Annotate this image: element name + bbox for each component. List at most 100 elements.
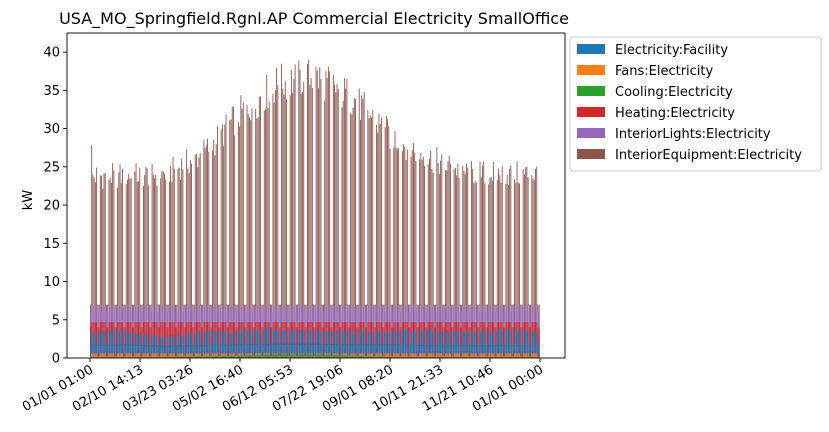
plot-area [67,33,565,358]
area-segment [96,353,97,358]
area-segment [536,353,537,358]
area-segment [253,346,254,358]
area-segment [451,346,452,358]
area-segment [210,346,211,358]
legend-swatch [577,65,605,75]
area-segment [175,346,176,358]
area-segment [312,354,313,358]
area-segment [307,354,308,358]
area-segment [90,346,91,358]
area-segment [314,346,315,358]
area-segment [131,353,132,358]
area-segment [507,353,508,358]
area-segment [266,327,267,358]
area-segment [448,353,449,358]
area-segment [429,353,430,358]
area-segment [291,354,292,358]
area-segment [139,353,140,358]
area-segment [147,353,148,358]
area-segment [313,346,314,358]
area-segment [126,353,127,358]
area-segment [433,353,434,358]
legend-swatch [577,128,605,138]
area-segment [395,353,396,358]
area-segment [116,346,117,358]
area-segment [475,353,476,358]
area-segment [118,353,119,358]
area-segment [148,353,149,358]
area-segment [91,353,92,358]
area-segment [430,353,431,358]
area-segment [466,353,467,358]
area-segment [489,353,490,358]
area-segment [460,346,461,358]
area-segment [321,354,322,358]
area-segment [259,355,260,358]
area-segment [438,353,439,358]
area-segment [100,353,101,358]
area-segment [237,346,238,358]
area-segment [298,354,299,358]
area-segment [328,355,329,358]
area-segment [509,353,510,358]
area-segment [445,353,446,358]
area-segment [134,353,135,358]
area-segment [155,353,156,358]
area-segment [530,346,531,358]
area-segment [401,346,402,358]
area-segment [485,353,486,358]
area-segment [339,346,340,358]
area-segment [424,353,425,358]
area-segment [141,346,142,358]
area-segment [383,346,384,358]
area-segment [392,346,393,358]
area-segment [269,355,270,358]
area-segment [274,354,275,358]
area-segment [523,353,524,358]
legend-label: Electricity:Facility [615,43,728,58]
area-segment [282,354,283,358]
area-segment [483,353,484,358]
area-segment [435,346,436,358]
area-segment [138,353,139,358]
area-segment [375,346,376,358]
area-segment [408,346,409,358]
area-segment [245,346,246,358]
area-segment [296,346,297,358]
area-segment [514,353,515,358]
area-segment [202,346,203,358]
area-segment [404,353,405,358]
area-segment [302,354,303,358]
area-segment [115,346,116,358]
area-segment [104,353,105,358]
area-segment [526,353,527,358]
area-segment [432,353,433,358]
area-segment [349,346,350,358]
y-tick-label: 15 [43,237,60,252]
area-segment [144,353,145,358]
area-segment [301,354,302,358]
area-segment [153,353,154,358]
area-segment [464,353,465,358]
area-segment [112,353,113,358]
area-segment [219,346,220,358]
area-segment [518,353,519,358]
area-segment [508,353,509,358]
area-segment [533,353,534,358]
area-segment [334,355,335,358]
area-segment [117,353,118,358]
area-segment [436,353,437,358]
area-segment [356,346,357,358]
chart-title: USA_MO_Springfield.Rgnl.AP Commercial El… [59,9,569,29]
area-segment [268,355,269,358]
area-segment [402,353,403,358]
area-segment [295,354,296,358]
area-segment [125,346,126,358]
area-segment [132,346,133,358]
area-segment [276,354,277,358]
area-segment [142,346,143,358]
area-segment [108,353,109,358]
area-segment [311,354,312,358]
area-segment [228,346,229,358]
area-segment [470,346,471,358]
